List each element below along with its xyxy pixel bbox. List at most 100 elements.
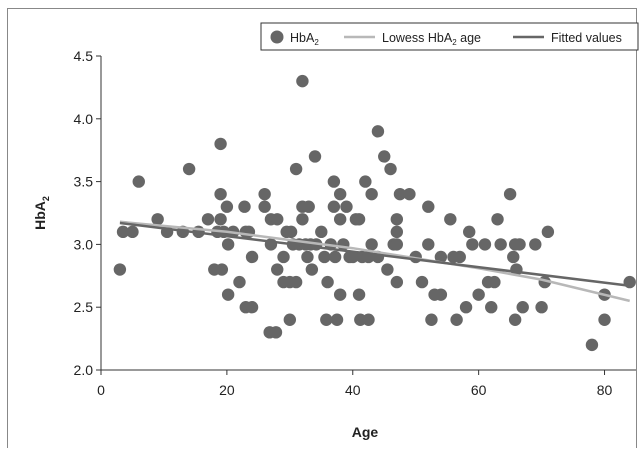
data-point <box>541 225 555 239</box>
legend: HbA2 Lowess HbA2 age Fitted values <box>260 22 639 51</box>
data-point <box>271 263 284 276</box>
data-point <box>529 238 542 251</box>
data-point <box>321 275 334 289</box>
data-point <box>393 187 407 201</box>
data-point <box>284 225 298 239</box>
data-point <box>381 263 394 276</box>
data-point <box>535 301 548 314</box>
y-tick-label: 4.5 <box>74 48 94 64</box>
data-point <box>318 250 331 264</box>
chart-frame <box>7 8 637 448</box>
data-point <box>333 187 347 201</box>
data-point <box>513 238 526 251</box>
legend-label-main: Lowess HbA <box>382 31 453 45</box>
data-point <box>378 150 391 163</box>
data-point <box>214 213 227 226</box>
data-point <box>466 238 479 251</box>
data-point <box>215 263 229 276</box>
data-point <box>598 313 611 326</box>
data-point <box>221 288 235 301</box>
data-point <box>116 225 130 239</box>
data-point <box>220 200 234 213</box>
data-point <box>289 275 303 289</box>
data-point <box>283 313 297 326</box>
data-point <box>238 200 251 213</box>
data-point <box>333 288 347 301</box>
data-point <box>305 263 319 276</box>
legend-label-sub: 2 <box>452 38 457 47</box>
data-point <box>488 275 501 289</box>
data-point <box>434 288 448 301</box>
legend-label-main: Fitted values <box>551 31 622 45</box>
data-point <box>415 275 429 289</box>
data-point <box>201 213 215 226</box>
data-point <box>346 250 359 264</box>
data-point <box>459 301 473 314</box>
data-point <box>289 162 303 176</box>
data-point <box>302 200 315 213</box>
data-point <box>463 225 476 239</box>
data-point <box>258 187 271 201</box>
data-point <box>271 213 284 226</box>
legend-label-sub: 2 <box>314 38 319 47</box>
data-point <box>151 213 164 226</box>
data-point <box>333 213 347 226</box>
legend-label-suffix: age <box>457 31 481 45</box>
x-tick-label: 60 <box>471 382 487 398</box>
data-point <box>327 175 341 188</box>
legend-marker-hba2 <box>270 30 284 44</box>
data-point <box>182 162 196 176</box>
legend-box <box>260 22 639 51</box>
data-point <box>362 313 375 326</box>
data-point <box>453 250 466 264</box>
legend-label-2: Fitted values <box>551 31 622 45</box>
legend-label-1: Lowess HbA2 age <box>382 31 481 47</box>
data-point <box>308 150 322 163</box>
legend-label-main: HbA <box>290 31 315 45</box>
data-point <box>327 200 341 213</box>
data-point <box>390 238 404 251</box>
y-tick-label: 3.5 <box>74 174 94 190</box>
data-point <box>585 338 599 352</box>
data-point <box>494 238 507 251</box>
data-point <box>390 275 404 289</box>
data-point <box>425 313 438 326</box>
data-point <box>301 250 314 264</box>
data-point <box>422 200 435 213</box>
data-point <box>390 213 404 226</box>
data-point <box>365 238 378 251</box>
data-point <box>434 250 448 264</box>
data-point <box>340 200 353 213</box>
data-point <box>245 250 259 264</box>
data-point <box>516 301 529 314</box>
y-tick-label: 4.0 <box>74 111 94 127</box>
data-point <box>296 74 309 88</box>
fitted-line <box>119 221 630 288</box>
data-point <box>258 200 271 213</box>
legend-label-0: HbA2 <box>290 31 319 47</box>
data-point <box>371 125 385 138</box>
data-point <box>214 187 227 201</box>
data-point <box>277 250 290 264</box>
ticks: 0 20 40 60 80 2.0 2.5 3.0 3.5 4.0 4.5 <box>74 48 613 398</box>
y-axis-label: HbA2 <box>32 196 51 230</box>
data-point <box>328 250 342 264</box>
data-point <box>508 313 522 326</box>
data-point <box>384 162 397 176</box>
data-point <box>491 213 504 226</box>
data-point <box>221 238 235 251</box>
data-point <box>320 313 333 326</box>
data-point <box>214 137 227 151</box>
y-tick-label: 3.0 <box>74 236 94 252</box>
data-point <box>422 238 435 251</box>
data-point <box>472 288 485 301</box>
data-point <box>352 288 366 301</box>
data-point <box>132 175 145 188</box>
y-tick-label: 2.0 <box>74 362 94 378</box>
x-tick-label: 0 <box>97 382 105 398</box>
data-point <box>403 187 416 201</box>
series-layer <box>113 74 636 352</box>
data-point <box>503 187 517 201</box>
data-point <box>330 313 344 326</box>
